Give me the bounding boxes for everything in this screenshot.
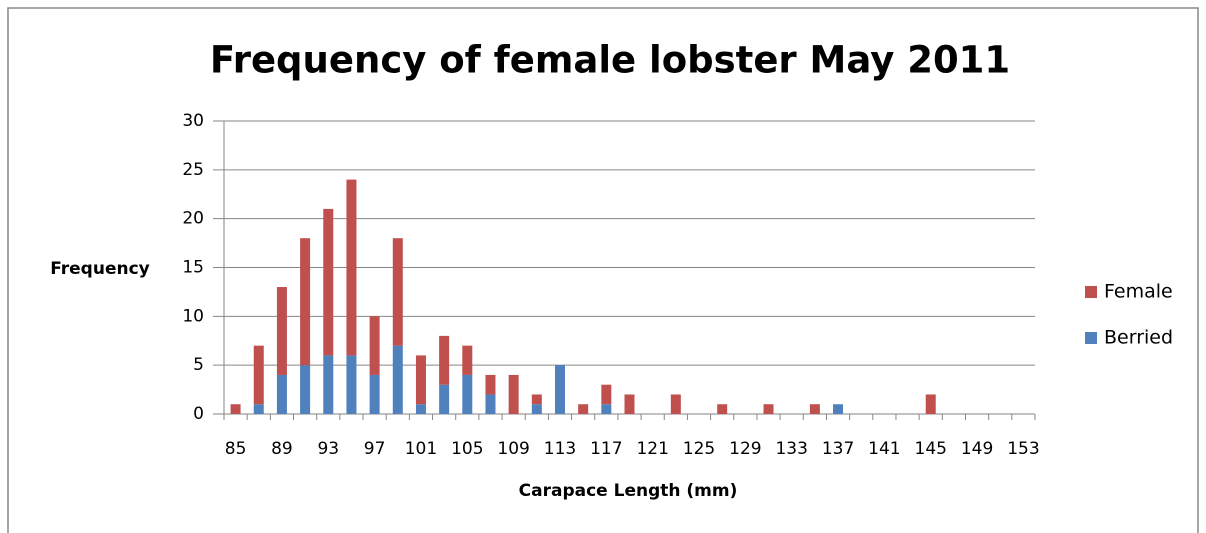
bar-segment <box>624 394 635 414</box>
x-tick-label: 93 <box>317 439 339 459</box>
x-tick-label: 145 <box>915 439 947 459</box>
y-tick-label: 15 <box>182 258 204 278</box>
bar-segment <box>462 345 473 375</box>
bar-segment <box>253 404 264 414</box>
legend-swatch <box>1085 332 1097 344</box>
chart-frame <box>7 7 1199 533</box>
bar-segment <box>276 287 287 375</box>
bar-segment <box>485 374 496 395</box>
bar-segment <box>369 374 380 414</box>
y-tick-label: 10 <box>182 306 204 326</box>
x-tick-label: 153 <box>1007 439 1039 459</box>
bar-segment <box>415 404 426 414</box>
bar-segment <box>925 394 936 414</box>
legend-label: Berried <box>1104 327 1173 349</box>
bar-segment <box>578 404 589 414</box>
bar-segment <box>323 208 334 356</box>
x-tick-label: 109 <box>497 439 529 459</box>
x-tick-label: 97 <box>364 439 386 459</box>
bar-segment <box>369 316 380 375</box>
legend-swatch <box>1085 286 1097 298</box>
y-tick-label: 25 <box>182 160 204 180</box>
x-tick-label: 133 <box>775 439 807 459</box>
bar-segment <box>300 238 311 366</box>
bar-segment <box>554 365 565 414</box>
x-tick-label: 105 <box>451 439 483 459</box>
chart-title: Frequency of female lobster May 2011 <box>210 39 1010 82</box>
y-tick-label: 5 <box>193 355 204 375</box>
bar-segment <box>670 394 681 414</box>
x-tick-label: 121 <box>636 439 668 459</box>
y-axis-label: Frequency <box>50 259 150 279</box>
bar-segment <box>763 404 774 414</box>
bar-segment <box>392 238 403 346</box>
bar-segment <box>531 404 542 414</box>
x-tick-label: 89 <box>271 439 293 459</box>
legend-label: Female <box>1104 281 1173 303</box>
bar-segment <box>531 394 542 405</box>
x-tick-label: 117 <box>590 439 622 459</box>
y-tick-label: 30 <box>182 111 204 131</box>
bar-segment <box>415 355 426 405</box>
bar-segment <box>439 384 450 414</box>
bar-segment <box>346 179 357 356</box>
bar-segment <box>439 335 450 385</box>
y-tick-label: 20 <box>182 209 204 229</box>
x-tick-label: 129 <box>729 439 761 459</box>
bar-segment <box>392 345 403 414</box>
bar-segment <box>809 404 820 414</box>
bar-segment <box>300 365 311 414</box>
bar-segment <box>717 404 728 414</box>
x-tick-label: 101 <box>405 439 437 459</box>
bar-segment <box>508 374 519 414</box>
bar-segment <box>601 384 612 405</box>
bar-segment <box>485 394 496 414</box>
bar-segment <box>230 404 241 414</box>
x-tick-label: 149 <box>961 439 993 459</box>
bar-segment <box>462 374 473 414</box>
bar-segment <box>276 374 287 414</box>
x-axis-label: Carapace Length (mm) <box>519 481 738 501</box>
x-tick-label: 125 <box>683 439 715 459</box>
x-tick-label: 141 <box>868 439 900 459</box>
x-tick-label: 113 <box>544 439 576 459</box>
bar-segment <box>346 355 357 414</box>
y-tick-label: 0 <box>193 404 204 424</box>
bar-segment <box>833 404 844 414</box>
x-tick-label: 137 <box>822 439 854 459</box>
bar-segment <box>323 355 334 414</box>
x-tick-label: 85 <box>225 439 247 459</box>
bar-segment <box>253 345 264 405</box>
bar-segment <box>601 404 612 414</box>
